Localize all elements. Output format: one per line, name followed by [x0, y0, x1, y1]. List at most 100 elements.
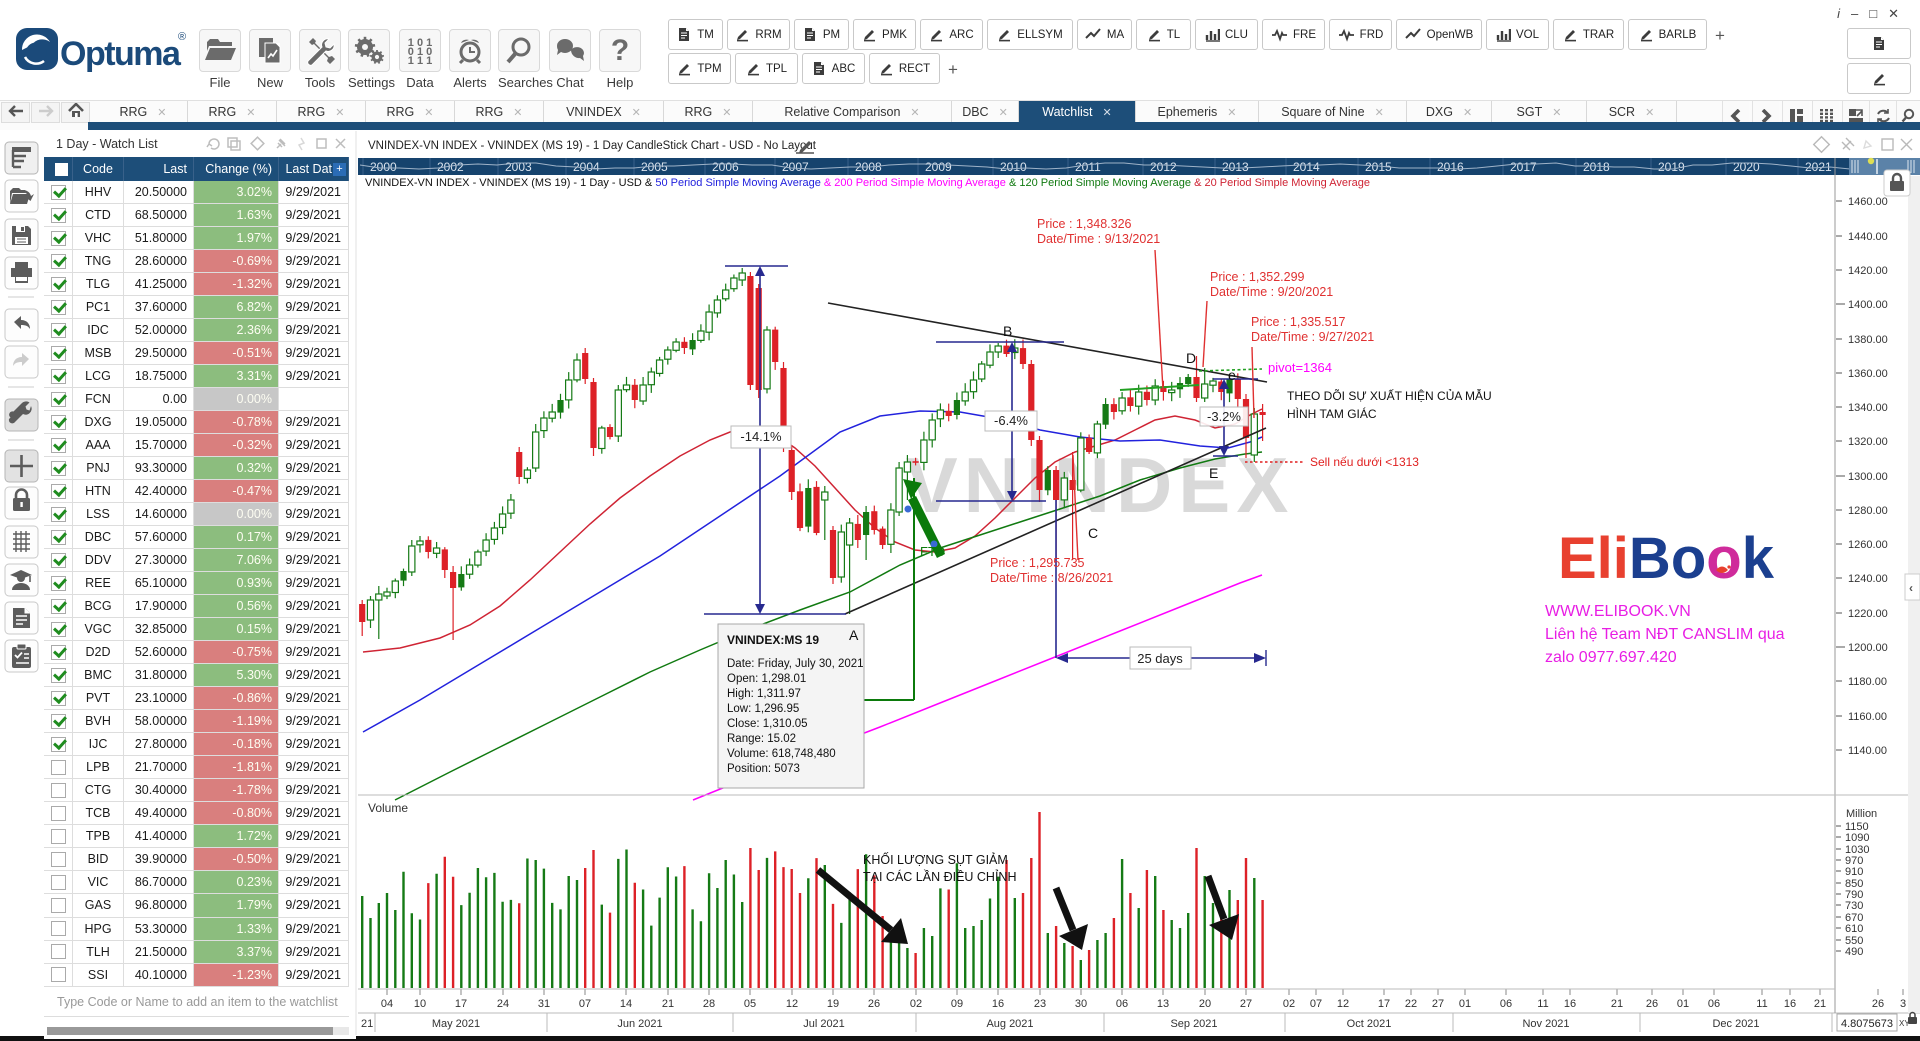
- svg-text:22: 22: [1405, 998, 1417, 1010]
- svg-text:2019: 2019: [1658, 160, 1685, 174]
- svg-text:1360.00: 1360.00: [1848, 368, 1888, 380]
- svg-text:Price : 1,335.517: Price : 1,335.517: [1251, 315, 1346, 329]
- svg-text:1240.00: 1240.00: [1848, 573, 1888, 585]
- svg-text:2020: 2020: [1733, 160, 1760, 174]
- svg-text:1320.00: 1320.00: [1848, 436, 1888, 448]
- svg-text:VNINDEX: VNINDEX: [906, 441, 1295, 529]
- svg-text:Dec 2021: Dec 2021: [1712, 1018, 1759, 1030]
- svg-text:Volume: 618,748,480: Volume: 618,748,480: [727, 748, 836, 760]
- svg-text:970: 970: [1845, 855, 1863, 867]
- svg-text:Date/Time : 9/13/2021: Date/Time : 9/13/2021: [1037, 232, 1160, 246]
- svg-text:2018: 2018: [1583, 160, 1610, 174]
- svg-text:17: 17: [455, 998, 467, 1010]
- svg-text:1220.00: 1220.00: [1848, 608, 1888, 620]
- svg-text:910: 910: [1845, 866, 1863, 878]
- svg-text:01: 01: [1677, 998, 1689, 1010]
- svg-text:24: 24: [497, 998, 509, 1010]
- svg-text:10: 10: [414, 998, 426, 1010]
- svg-text:Low: 1,296.95: Low: 1,296.95: [727, 703, 799, 715]
- svg-text:07: 07: [1310, 998, 1322, 1010]
- svg-text:Price : 1,295.735: Price : 1,295.735: [990, 556, 1085, 570]
- svg-text:VNINDEX:MS 19: VNINDEX:MS 19: [727, 633, 819, 647]
- svg-text:550: 550: [1845, 935, 1863, 947]
- svg-text:12: 12: [1337, 998, 1349, 1010]
- svg-text:01: 01: [1459, 998, 1471, 1010]
- svg-text:TẠI CÁC LẦN ĐIỀU CHỈNH: TẠI CÁC LẦN ĐIỀU CHỈNH: [863, 869, 1017, 884]
- svg-text:Close: 1,310.05: Close: 1,310.05: [727, 718, 808, 730]
- svg-text:17: 17: [1378, 998, 1390, 1010]
- svg-text:Optuma: Optuma: [60, 35, 182, 73]
- svg-text:11: 11: [1756, 998, 1767, 1010]
- svg-text:1420.00: 1420.00: [1848, 265, 1888, 277]
- svg-text:4.8075673: 4.8075673: [1841, 1018, 1893, 1030]
- svg-text:09: 09: [951, 998, 963, 1010]
- svg-text:2013: 2013: [1222, 160, 1249, 174]
- svg-text:®: ®: [178, 31, 186, 43]
- svg-text:1200.00: 1200.00: [1848, 642, 1888, 654]
- svg-text:610: 610: [1845, 923, 1863, 935]
- svg-text:1160.00: 1160.00: [1848, 711, 1887, 723]
- svg-text:2014: 2014: [1293, 160, 1320, 174]
- svg-text:490: 490: [1845, 946, 1863, 958]
- svg-text:3: 3: [1900, 998, 1906, 1010]
- svg-text:Nov 2021: Nov 2021: [1522, 1018, 1569, 1030]
- svg-text:XY: XY: [1899, 1019, 1910, 1028]
- svg-text:2003: 2003: [505, 160, 532, 174]
- svg-text:2015: 2015: [1365, 160, 1392, 174]
- svg-text:1460.00: 1460.00: [1848, 196, 1888, 208]
- svg-text:2006: 2006: [712, 160, 739, 174]
- svg-text:14: 14: [620, 998, 632, 1010]
- svg-text:07: 07: [579, 998, 591, 1010]
- svg-text:05: 05: [744, 998, 756, 1010]
- svg-text:A: A: [849, 627, 859, 643]
- svg-text:2016: 2016: [1437, 160, 1464, 174]
- svg-text:2012: 2012: [1150, 160, 1177, 174]
- svg-text:02: 02: [1283, 998, 1295, 1010]
- svg-text:670: 670: [1845, 912, 1863, 924]
- svg-text:1150: 1150: [1845, 821, 1869, 833]
- svg-text:1280.00: 1280.00: [1848, 505, 1888, 517]
- svg-text:1030: 1030: [1845, 844, 1869, 856]
- svg-text:1300.00: 1300.00: [1848, 471, 1888, 483]
- svg-text:Oct 2021: Oct 2021: [1347, 1018, 1392, 1030]
- svg-text:Price : 1,352.299: Price : 1,352.299: [1210, 270, 1305, 284]
- svg-text:FTD: FTD: [920, 544, 945, 559]
- svg-text:26: 26: [1646, 998, 1658, 1010]
- svg-text:1340.00: 1340.00: [1848, 402, 1888, 414]
- svg-text:1090: 1090: [1845, 832, 1869, 844]
- svg-text:B: B: [1003, 323, 1012, 339]
- svg-text:1380.00: 1380.00: [1848, 334, 1888, 346]
- svg-text:26: 26: [1872, 998, 1884, 1010]
- svg-text:Date/Time : 9/27/2021: Date/Time : 9/27/2021: [1251, 330, 1374, 344]
- svg-text:21: 21: [662, 998, 674, 1010]
- svg-text:-6.4%: -6.4%: [994, 413, 1028, 428]
- svg-text:2017: 2017: [1510, 160, 1537, 174]
- svg-text:16: 16: [1784, 998, 1796, 1010]
- svg-text:06: 06: [1500, 998, 1512, 1010]
- svg-text:Date/Time : 8/26/2021: Date/Time : 8/26/2021: [990, 571, 1113, 585]
- svg-text:-14.1%: -14.1%: [740, 429, 782, 444]
- svg-text:Date/Time : 9/20/2021: Date/Time : 9/20/2021: [1210, 285, 1333, 299]
- svg-text:Million: Million: [1846, 808, 1877, 820]
- svg-text:2000: 2000: [370, 160, 397, 174]
- svg-text:‹: ‹: [1909, 581, 1913, 595]
- svg-text:16: 16: [1564, 998, 1576, 1010]
- svg-text:19: 19: [827, 998, 839, 1010]
- svg-text:HÌNH TAM GIÁC: HÌNH TAM GIÁC: [1287, 406, 1377, 421]
- svg-text:2021: 2021: [1805, 160, 1832, 174]
- svg-text:16: 16: [992, 998, 1004, 1010]
- svg-text:06: 06: [1116, 998, 1128, 1010]
- svg-text:zalo 0977.697.420: zalo 0977.697.420: [1545, 649, 1677, 666]
- svg-text:1440.00: 1440.00: [1848, 231, 1888, 243]
- svg-text:?: ?: [611, 34, 629, 67]
- svg-text:Position: 5073: Position: 5073: [727, 763, 800, 775]
- svg-text:2009: 2009: [925, 160, 952, 174]
- svg-text:30: 30: [1075, 998, 1087, 1010]
- svg-text:1400.00: 1400.00: [1848, 299, 1888, 311]
- svg-text:1 0 1: 1 0 1: [408, 37, 432, 49]
- svg-text:KHỐI LƯỢNG SỤT GIẢM: KHỐI LƯỢNG SỤT GIẢM: [863, 852, 1008, 867]
- svg-text:High: 1,311.97: High: 1,311.97: [727, 688, 801, 700]
- svg-text:28: 28: [703, 998, 715, 1010]
- svg-text:Open: 1,298.01: Open: 1,298.01: [727, 673, 806, 685]
- svg-text:Sep 2021: Sep 2021: [1170, 1018, 1217, 1030]
